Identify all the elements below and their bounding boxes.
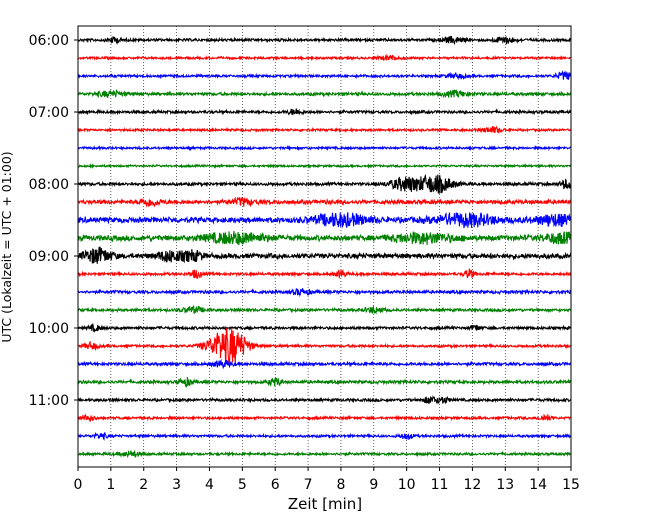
trace-line — [77, 173, 572, 194]
x-tick-label: 14 — [529, 477, 547, 493]
trace-line — [77, 376, 572, 389]
trace-line — [77, 413, 572, 422]
trace-line — [77, 322, 572, 333]
trace-line — [77, 35, 572, 46]
trace-line — [77, 211, 572, 229]
x-tick-label: 6 — [271, 477, 280, 493]
trace-line — [77, 231, 572, 246]
y-axis: 06:00 07:00 08:00 09:00 10:00 11:00 — [29, 33, 78, 409]
trace-line — [77, 394, 572, 405]
y-tick-label: 09:00 — [29, 249, 69, 265]
trace-line — [77, 246, 572, 264]
x-axis: 0 1 2 3 4 5 6 7 8 9 10 11 12 13 14 15 — [74, 467, 580, 493]
plot-frame — [77, 25, 572, 468]
trace-line — [77, 108, 572, 116]
x-tick-label: 8 — [336, 477, 345, 493]
x-tick-label: 12 — [463, 477, 481, 493]
trace-line — [77, 432, 572, 441]
x-tick-label: 13 — [496, 477, 514, 493]
trace-line — [77, 327, 572, 365]
x-tick-label: 0 — [74, 477, 83, 493]
x-tick-label: 5 — [238, 477, 247, 493]
y-tick-label: 08:00 — [29, 177, 69, 193]
x-tick-label: 10 — [398, 477, 416, 493]
x-tick-label: 3 — [172, 477, 181, 493]
x-tick-label: 7 — [304, 477, 313, 493]
trace-line — [77, 163, 572, 170]
x-tick-label: 9 — [369, 477, 378, 493]
x-tick-label: 15 — [562, 477, 580, 493]
y-tick-label: 07:00 — [29, 105, 69, 121]
trace-line — [77, 358, 572, 370]
trace-line — [77, 449, 572, 459]
x-tick-label: 1 — [106, 477, 115, 493]
y-tick-label: 06:00 — [29, 33, 69, 49]
trace-line — [77, 305, 572, 315]
x-tick-label: 4 — [205, 477, 214, 493]
y-tick-label: 10:00 — [29, 321, 69, 337]
y-axis-label: UTC (Lokalzeit = UTC + 01:00) — [0, 151, 14, 342]
trace-line — [77, 69, 572, 81]
trace-line — [77, 268, 572, 279]
trace-line — [77, 196, 572, 208]
trace-line — [77, 288, 572, 298]
seismogram-traces — [77, 35, 572, 459]
trace-line — [77, 125, 572, 135]
x-tick-label: 11 — [431, 477, 449, 493]
trace-line — [77, 144, 572, 152]
trace-line — [77, 89, 572, 99]
trace-line — [77, 53, 571, 62]
x-axis-label: Zeit [min] — [288, 495, 362, 513]
x-tick-label: 2 — [139, 477, 148, 493]
y-tick-label: 11:00 — [29, 393, 69, 409]
